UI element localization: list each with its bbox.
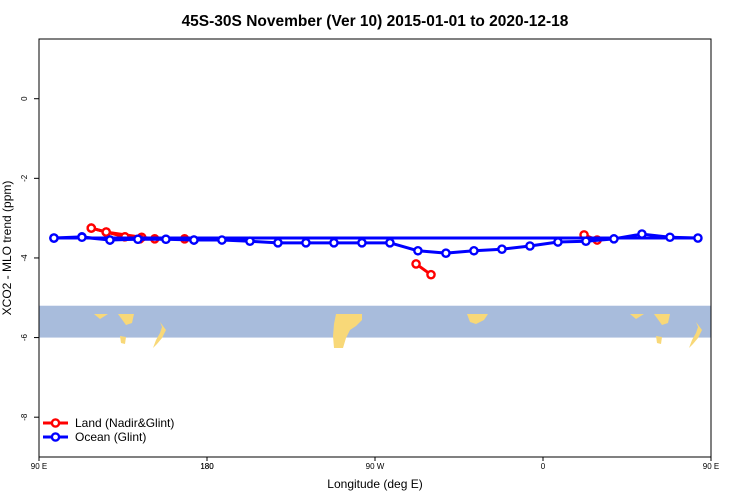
- legend-marker: [50, 418, 61, 428]
- x-tick-label: 90 E: [703, 462, 719, 471]
- data-point: [441, 248, 451, 258]
- series-line: [52, 232, 700, 255]
- data-point: [49, 233, 59, 243]
- series-1: [49, 229, 703, 258]
- data-point: [581, 236, 591, 247]
- y-tick-label: 0: [20, 96, 29, 101]
- legend-marker: [50, 432, 61, 442]
- data-point: [357, 238, 367, 248]
- data-point: [426, 269, 436, 280]
- x-axis-label: Longitude (deg E): [327, 477, 422, 491]
- y-axis-label: XCO2 - MLO trend (ppm): [0, 181, 14, 316]
- y-tick-label: -4: [20, 254, 29, 262]
- data-point: [553, 237, 563, 247]
- series-0: [86, 223, 602, 280]
- data-point: [385, 238, 395, 248]
- data-point: [133, 234, 143, 245]
- y-tick-label: -8: [20, 413, 29, 421]
- land-australia-repeat: [614, 314, 670, 325]
- map-band: [39, 305, 711, 348]
- data-point: [101, 227, 111, 237]
- data-point: [329, 238, 339, 248]
- x-tick-label: 90 W: [366, 462, 385, 471]
- map-ocean: [39, 305, 711, 338]
- data-point: [161, 234, 171, 245]
- data-point: [86, 223, 97, 233]
- data-point: [411, 259, 421, 269]
- data-point: [413, 245, 423, 256]
- legend-entry: Ocean (Glint): [75, 430, 146, 444]
- y-tick-label: -6: [20, 333, 29, 341]
- data-point: [693, 233, 703, 243]
- land-new-zealand-repeat: [689, 322, 702, 348]
- y-tick-label: -2: [20, 174, 29, 182]
- chart-title: 45S-30S November (Ver 10) 2015-01-01 to …: [182, 13, 569, 30]
- data-point: [77, 232, 87, 243]
- legend: Land (Nadir&Glint)Ocean (Glint): [43, 416, 174, 444]
- x-tick-label: 180: [200, 462, 214, 471]
- data-point: [469, 245, 479, 256]
- x-tick-label: 180: [200, 462, 214, 471]
- data-point: [273, 238, 283, 248]
- data-point: [637, 229, 647, 239]
- series-layer: [49, 223, 703, 280]
- legend-entry: Land (Nadir&Glint): [75, 416, 174, 430]
- data-point: [525, 241, 535, 251]
- land-tasmania: [120, 336, 126, 344]
- land-new-zealand: [153, 322, 166, 348]
- x-tick-label: 90 E: [31, 462, 47, 471]
- land-tasmania-repeat: [656, 336, 662, 344]
- data-point: [665, 232, 675, 243]
- data-point: [497, 244, 507, 254]
- x-tick-label: 0: [541, 462, 546, 471]
- land-australia: [78, 314, 134, 325]
- data-point: [245, 236, 255, 247]
- data-point: [609, 234, 619, 244]
- data-point: [301, 238, 311, 248]
- y-axis: 0 -2 -4 -6 -8: [20, 96, 39, 421]
- data-point: [217, 235, 227, 245]
- plot-frame: [38, 38, 712, 458]
- land-south-america: [333, 314, 362, 348]
- data-point: [105, 235, 115, 245]
- land-south-africa: [467, 314, 488, 324]
- data-point: [189, 235, 199, 245]
